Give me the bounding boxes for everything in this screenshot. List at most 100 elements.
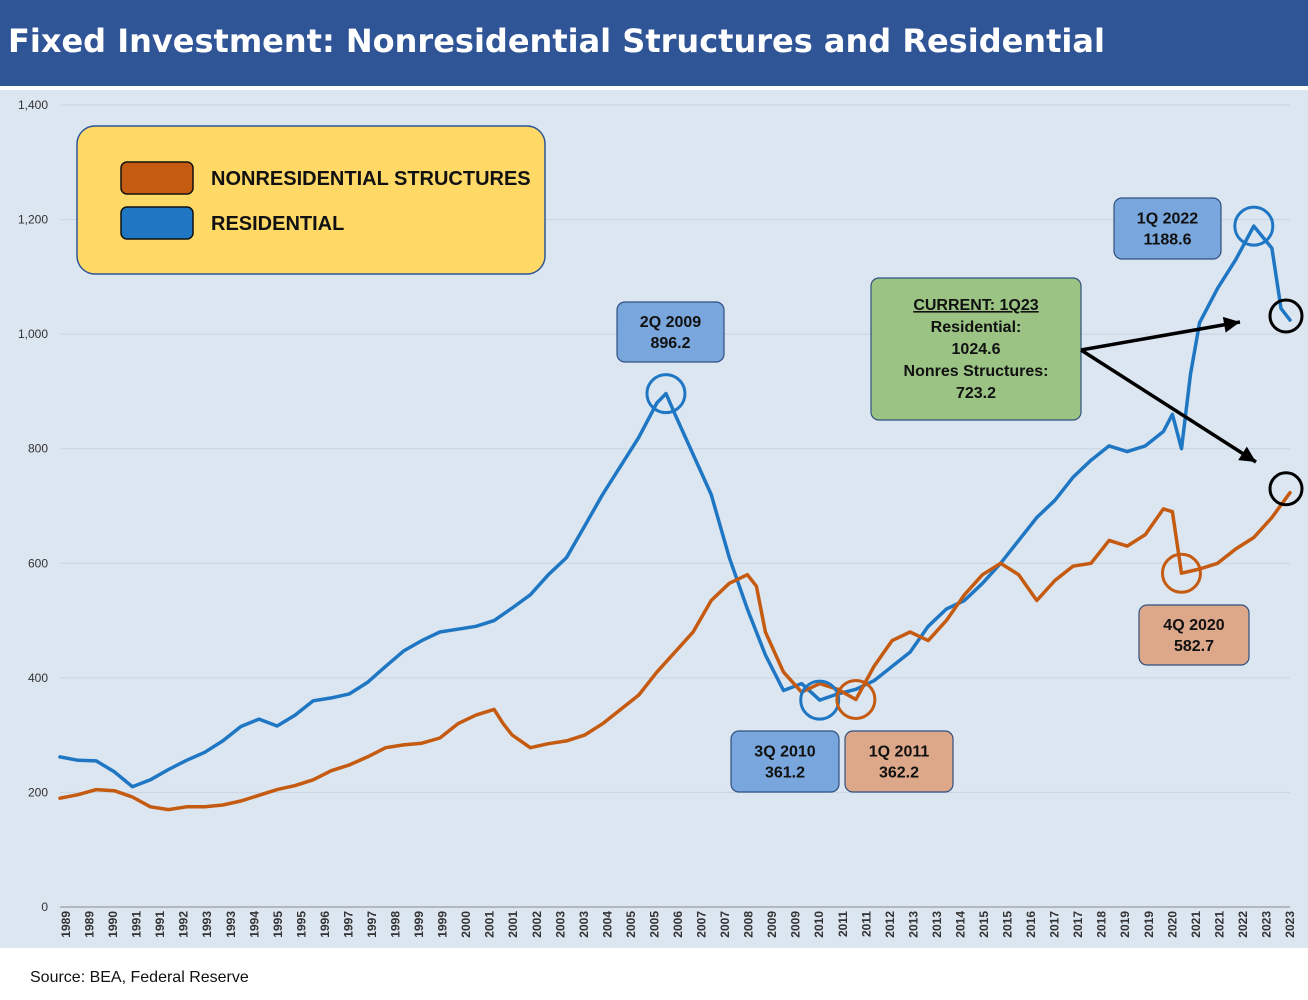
x-tick-label: 2016	[1024, 911, 1038, 938]
callout-box	[1138, 604, 1250, 666]
x-tick-label: 2009	[765, 911, 779, 938]
callout-text: 1024.6	[952, 341, 1001, 358]
x-tick-label: 2002	[530, 911, 544, 938]
y-tick-label: 1,000	[18, 327, 48, 341]
x-tick-label: 2015	[977, 911, 991, 938]
x-tick-label: 1998	[389, 911, 403, 938]
arrow-head	[1222, 316, 1240, 333]
callout-text: CURRENT: 1Q23	[913, 297, 1038, 314]
x-tick-label: 2007	[718, 911, 732, 938]
highlight-circle	[645, 373, 687, 415]
x-tick-label: 1999	[436, 911, 450, 938]
x-tick-label: 1989	[83, 911, 97, 938]
x-tick-label: 1997	[341, 911, 355, 938]
x-tick-label: 2014	[953, 911, 967, 938]
x-tick-label: 2004	[600, 911, 614, 938]
y-tick-label: 200	[28, 785, 48, 799]
x-tick-label: 1994	[247, 911, 261, 938]
callout-text: 723.2	[956, 385, 996, 402]
x-tick-label: 1989	[59, 911, 73, 938]
y-tick-label: 0	[41, 900, 48, 914]
callout-text: 582.7	[1174, 638, 1214, 655]
source-note: Source: BEA, Federal Reserve	[30, 969, 249, 986]
x-tick-label: 2017	[1071, 911, 1085, 938]
legend-label: RESIDENTIAL	[211, 213, 344, 235]
x-tick-label: 1992	[177, 911, 191, 938]
y-tick-label: 400	[28, 671, 48, 685]
x-tick-label: 1996	[318, 911, 332, 938]
callout-arrow	[1080, 348, 1257, 464]
callout-text: 361.2	[765, 765, 805, 782]
callout-box	[844, 730, 954, 793]
x-tick-label: 2009	[789, 911, 803, 938]
x-tick-label: 1991	[153, 911, 167, 938]
callout-box	[616, 301, 725, 363]
callout-text: 896.2	[650, 335, 690, 352]
x-tick-label: 2005	[624, 911, 638, 938]
x-tick-label: 2011	[836, 911, 850, 937]
x-tick-label: 2023	[1259, 911, 1273, 938]
x-tick-label: 2008	[742, 911, 756, 938]
nonresidential-series-line	[58, 490, 1292, 812]
legend-label: NONRESIDENTIAL STRUCTURES	[211, 168, 531, 190]
current-value-circle	[1268, 471, 1304, 507]
x-tick-label: 1993	[224, 911, 238, 938]
y-tick-label: 600	[28, 556, 48, 570]
x-tick-label: 2017	[1048, 911, 1062, 938]
x-tick-label: 2001	[483, 911, 497, 938]
x-tick-label: 2013	[906, 911, 920, 938]
callout-box	[1113, 197, 1222, 260]
y-tick-label: 1,400	[18, 98, 48, 112]
current-value-circle	[1268, 298, 1304, 334]
callout-arrow	[1080, 320, 1241, 352]
x-tick-label: 2001	[506, 911, 520, 938]
legend-box	[76, 125, 546, 275]
page-title: Fixed Investment: Nonresidential Structu…	[8, 22, 1105, 60]
x-tick-label: 2015	[1001, 911, 1015, 938]
highlight-circle	[1233, 205, 1275, 247]
x-tick-label: 2003	[577, 911, 591, 938]
x-tick-label: 1993	[200, 911, 214, 938]
x-tick-label: 1997	[365, 911, 379, 938]
x-tick-label: 1990	[106, 911, 120, 938]
legend-swatch	[120, 206, 194, 240]
callout-text: 362.2	[879, 765, 919, 782]
x-tick-label: 2021	[1212, 911, 1226, 938]
chart: 0 200 400 600 800 1,000 1,200 1,400 1989 1989 1990…	[18, 98, 1304, 938]
y-tick-label: 800	[28, 442, 48, 456]
x-tick-label: 2005	[647, 911, 661, 938]
x-tick-label: 2003	[553, 911, 567, 938]
x-tick-label: 2011	[859, 911, 873, 937]
callout-text: 1Q 2022	[1137, 211, 1198, 228]
x-tick-label: 1995	[271, 911, 285, 938]
x-tick-label: 2020	[1165, 911, 1179, 938]
x-tick-label: 2012	[883, 911, 897, 938]
highlight-circle	[1160, 552, 1202, 594]
x-tick-label: 2006	[671, 911, 685, 938]
x-tick-label: 2019	[1142, 911, 1156, 938]
callout-text: Residential:	[931, 319, 1022, 336]
x-tick-label: 2019	[1118, 911, 1132, 938]
x-tick-label: 1999	[412, 911, 426, 938]
callout-text: 1Q 2011	[869, 744, 930, 761]
x-tick-label: 2023	[1283, 911, 1297, 938]
legend-swatch	[120, 161, 194, 195]
callout-text: Nonres Structures:	[904, 363, 1049, 380]
x-tick-label: 2018	[1095, 911, 1109, 938]
callout-text: 4Q 2020	[1163, 617, 1224, 634]
x-tick-label: 2000	[459, 911, 473, 938]
x-tick-label: 2021	[1189, 911, 1203, 938]
highlight-circle	[835, 679, 877, 721]
x-tick-label: 1991	[130, 911, 144, 938]
callout-box	[730, 730, 840, 793]
arrow-head	[1238, 446, 1256, 462]
x-tick-label: 1995	[294, 911, 308, 938]
x-tick-label: 2022	[1236, 911, 1250, 938]
x-tick-label: 2010	[812, 911, 826, 938]
callout-text: 1188.6	[1143, 232, 1191, 249]
callout-text: 2Q 2009	[640, 314, 701, 331]
residential-series-line	[58, 224, 1292, 789]
header-bar: Fixed Investment: Nonresidential Structu…	[0, 0, 1308, 86]
x-tick-label: 2007	[695, 911, 709, 938]
highlight-circle	[799, 679, 841, 721]
